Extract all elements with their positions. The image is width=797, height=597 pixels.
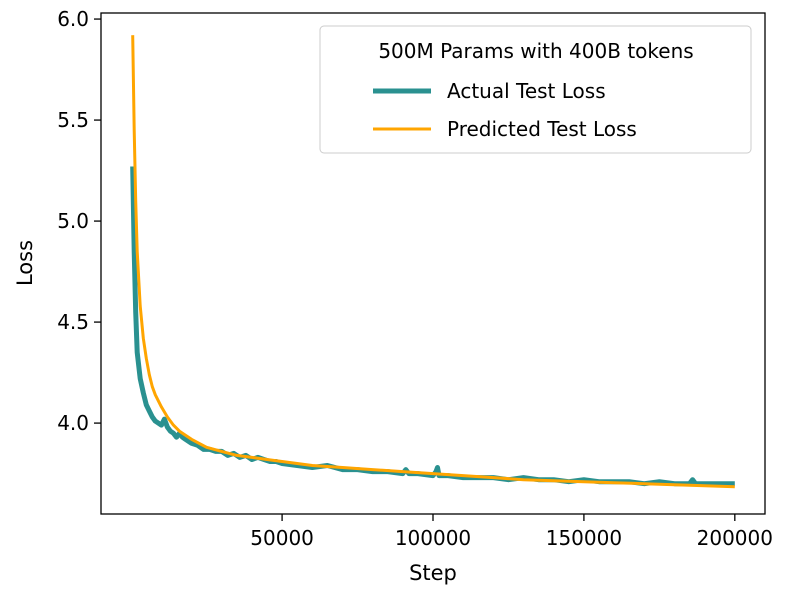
y-tick-label: 6.0: [57, 7, 89, 31]
y-tick-label: 4.5: [57, 310, 89, 334]
legend: 500M Params with 400B tokens Actual Test…: [319, 25, 752, 154]
x-tick-label: 100000: [395, 526, 471, 550]
x-axis-label: Step: [409, 561, 457, 585]
series-line-actual-test-loss: [130, 166, 735, 487]
legend-box: [319, 25, 752, 154]
y-tick-label: 5.0: [57, 209, 89, 233]
series-line-predicted-test-loss: [131, 35, 735, 489]
x-tick-label: 200000: [697, 526, 773, 550]
x-tick-label: 50000: [250, 526, 314, 550]
y-tick-label: 4.0: [57, 411, 89, 435]
y-axis-label: Loss: [13, 240, 37, 286]
legend-label-predicted: Predicted Test Loss: [447, 117, 637, 141]
legend-label-actual: Actual Test Loss: [447, 79, 606, 103]
legend-title: 500M Params with 400B tokens: [378, 39, 693, 63]
x-tick-label: 150000: [546, 526, 622, 550]
y-tick-label: 5.5: [57, 108, 89, 132]
